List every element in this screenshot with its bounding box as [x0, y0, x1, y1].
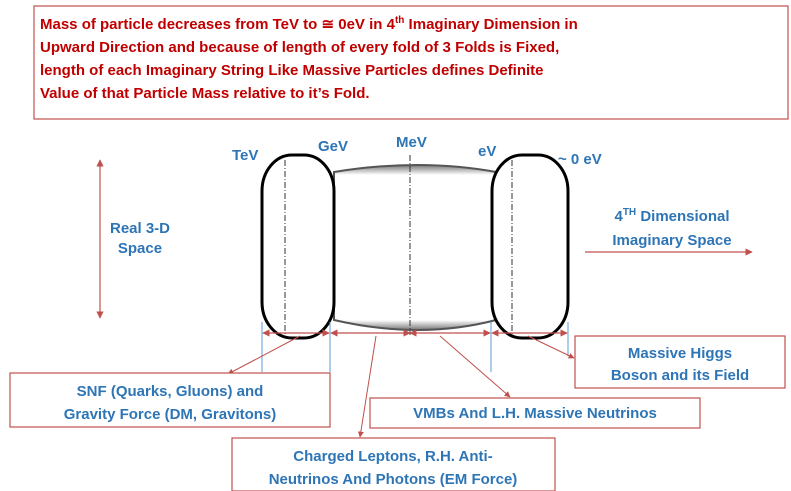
header-line: Value of that Particle Mass relative to …: [40, 85, 370, 102]
right-fold: [490, 153, 570, 340]
box: [9, 372, 331, 428]
box-text: Gravity Force (DM, Gravitons): [64, 406, 277, 423]
real-space-label: Real 3-D: [110, 220, 170, 237]
imaginary-space-label: Imaginary Space: [612, 232, 731, 249]
header-line: Mass of particle decreases from TeV to ≅…: [40, 15, 578, 33]
box-text: SNF (Quarks, Gluons) and: [77, 383, 264, 400]
pointer: [357, 335, 377, 438]
pointer: [439, 335, 511, 398]
box-text: VMBs And L.H. Massive Neutrinos: [413, 405, 657, 422]
header-line: length of each Imaginary String Like Mas…: [40, 62, 544, 79]
box-text: Charged Leptons, R.H. Anti-: [293, 448, 492, 465]
box: [231, 437, 556, 491]
energy-label: MeV: [396, 134, 427, 151]
left-fold: [260, 153, 336, 340]
energy-label: TeV: [232, 147, 258, 164]
energy-label: ~ 0 eV: [558, 151, 602, 168]
middle-fold: [333, 164, 497, 331]
box: [574, 335, 786, 389]
energy-label: eV: [478, 143, 496, 160]
pointer: [527, 335, 575, 359]
pointer: [227, 335, 301, 375]
box-text: Neutrinos And Photons (EM Force): [269, 471, 518, 488]
real-space-label: Space: [118, 240, 162, 257]
imaginary-space-label: 4TH Dimensional: [614, 207, 729, 225]
box-text: Massive Higgs: [628, 345, 732, 362]
energy-label: GeV: [318, 138, 348, 155]
header-box: [33, 5, 789, 120]
box-text: Boson and its Field: [611, 367, 749, 384]
box: [369, 397, 701, 429]
header-line: Upward Direction and because of length o…: [40, 39, 559, 56]
